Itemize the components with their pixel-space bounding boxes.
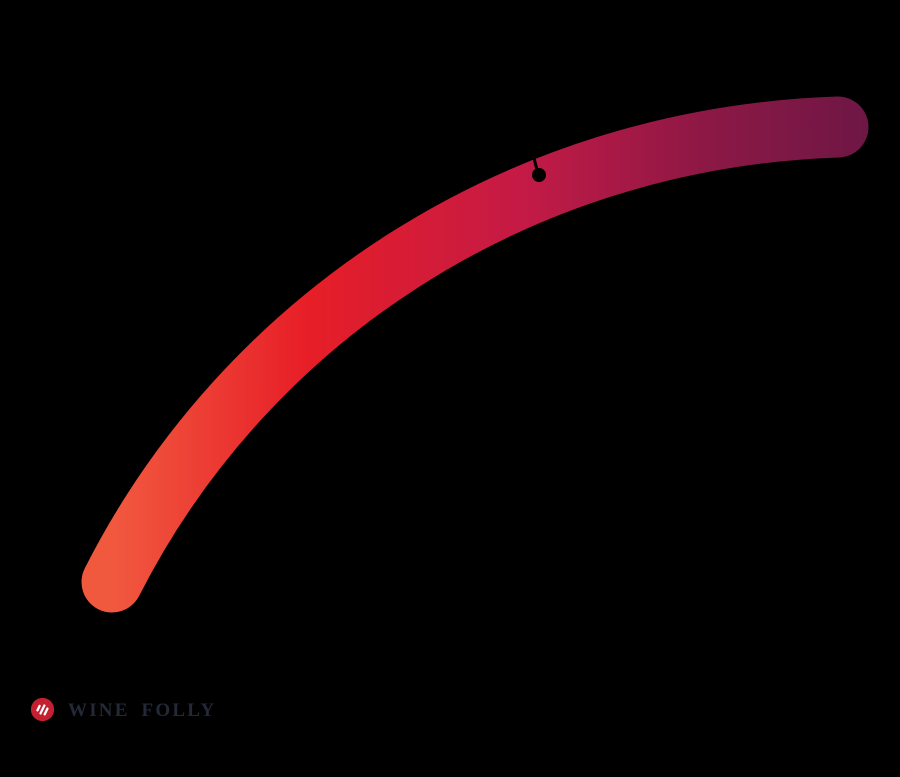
gradient-curve (81, 96, 869, 613)
marker-pin-line (526, 133, 539, 171)
marker-pin-dot (532, 168, 546, 182)
brand-name: WINE FOLLY (68, 700, 217, 721)
wine-folly-logo-icon (30, 697, 55, 722)
brand-logo: WINE FOLLY (30, 697, 216, 722)
